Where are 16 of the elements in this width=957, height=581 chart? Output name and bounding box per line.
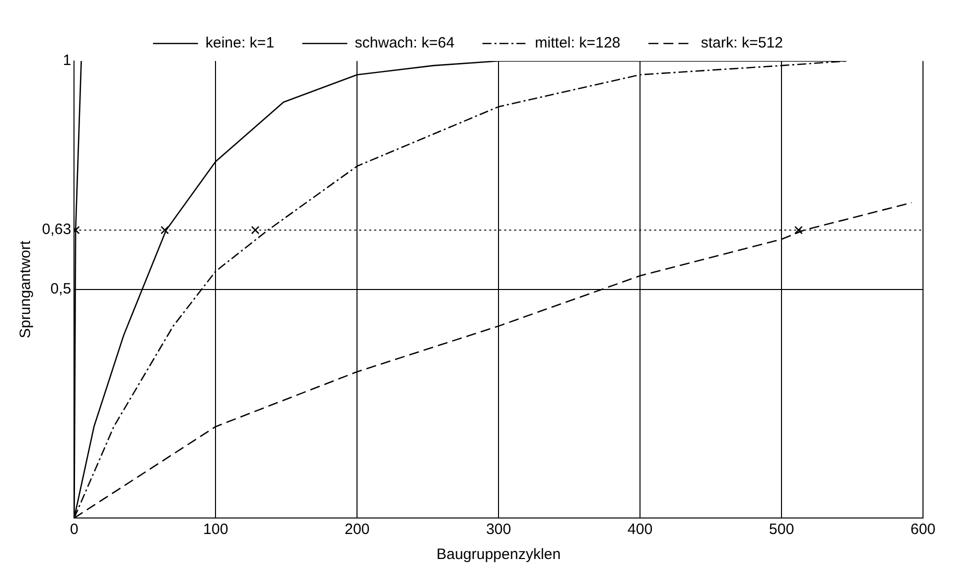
x-tick-label: 200 bbox=[344, 521, 370, 538]
x-tick-label: 100 bbox=[203, 521, 228, 538]
y-tick-label: 0,63 bbox=[42, 221, 72, 238]
x-tick-label: 0 bbox=[70, 521, 78, 538]
legend-label: keine: k=1 bbox=[205, 34, 274, 52]
y-tick-label: 1 bbox=[62, 52, 72, 70]
x-axis-title: Baugruppenzyklen bbox=[436, 546, 561, 564]
legend-label: schwach: k=64 bbox=[354, 34, 454, 52]
y-axis-title: Sprungantwort bbox=[17, 240, 34, 338]
x-tick-label: 500 bbox=[769, 521, 794, 538]
x-tick-label: 300 bbox=[486, 521, 512, 538]
x-tick-label: 600 bbox=[910, 521, 936, 538]
legend-label: mittel: k=128 bbox=[534, 34, 620, 52]
legend-label: stark: k=512 bbox=[700, 34, 784, 52]
x-tick-label: 400 bbox=[628, 521, 653, 538]
y-tick-label: 0,5 bbox=[50, 280, 72, 298]
